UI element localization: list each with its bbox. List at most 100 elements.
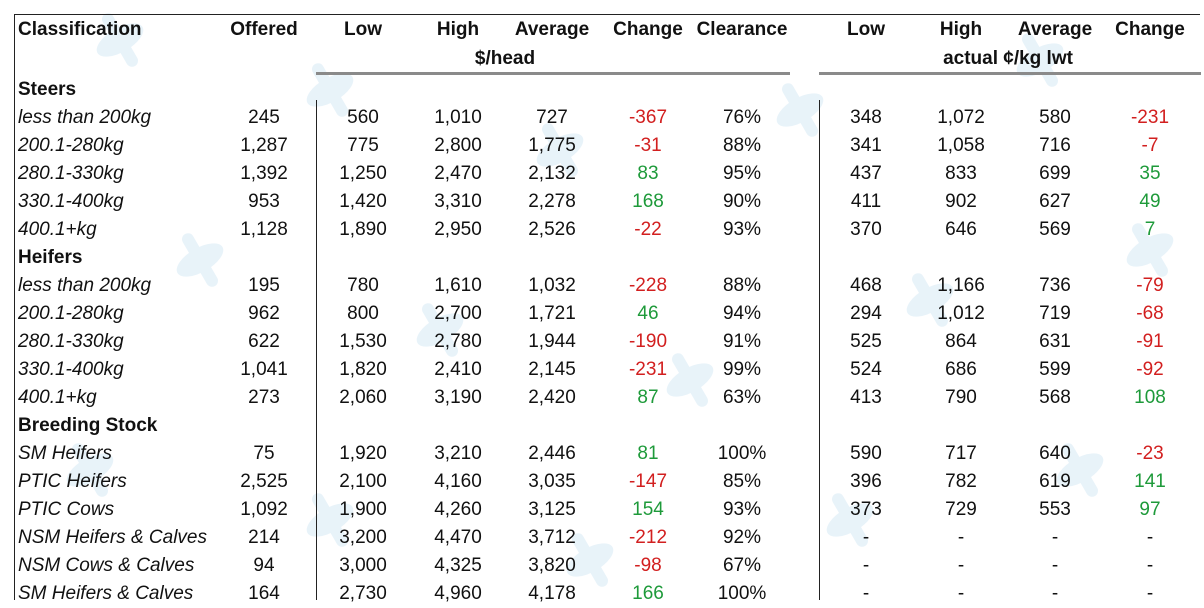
row-label: PTIC Cows: [18, 499, 115, 520]
cell-average: 4,178: [528, 583, 576, 604]
cell-average-kg: 580: [1039, 107, 1071, 128]
cell-low-kg: 294: [850, 303, 882, 324]
cell-clearance: 88%: [722, 275, 762, 296]
cell-average: 3,712: [528, 527, 576, 548]
cell-low-kg: 468: [850, 275, 882, 296]
row-label: PTIC Heifers: [18, 471, 127, 492]
cell-low-kg: -: [862, 555, 870, 576]
cell-offered: 273: [248, 387, 280, 408]
cell-change-kg: 97: [1139, 499, 1161, 520]
row-label: less than 200kg: [18, 107, 152, 128]
cell-change-kg: 7: [1144, 219, 1156, 240]
cell-change: -22: [634, 219, 662, 240]
cell-low: 1,420: [339, 191, 387, 212]
row-label: 330.1-400kg: [18, 359, 124, 380]
cell-clearance: 67%: [722, 555, 762, 576]
cell-change-kg: 35: [1139, 163, 1161, 184]
cell-change: 166: [632, 583, 664, 604]
cell-change: 46: [637, 303, 659, 324]
cell-clearance: 94%: [722, 303, 762, 324]
cell-average-kg: 569: [1039, 219, 1071, 240]
row-label: SM Heifers & Calves: [18, 583, 194, 604]
section-title: Breeding Stock: [18, 415, 158, 436]
cell-high-kg: 717: [945, 443, 977, 464]
cell-offered: 622: [248, 331, 280, 352]
cell-average-kg: 640: [1039, 443, 1071, 464]
cell-high: 2,950: [434, 219, 482, 240]
cell-change-kg: -91: [1136, 331, 1164, 352]
cell-change-kg: 141: [1134, 471, 1166, 492]
cell-low: 1,890: [339, 219, 387, 240]
cell-average-kg: 736: [1039, 275, 1071, 296]
cell-change: 168: [632, 191, 664, 212]
cell-change-kg: -92: [1136, 359, 1164, 380]
cell-average: 2,278: [528, 191, 576, 212]
cell-clearance: 91%: [722, 331, 762, 352]
cell-low: 1,250: [339, 163, 387, 184]
cell-change-kg: 108: [1134, 387, 1166, 408]
header-average: Average: [514, 19, 590, 40]
cell-change-kg: -7: [1141, 135, 1159, 156]
row-label: SM Heifers: [18, 443, 112, 464]
cell-low-kg: 437: [850, 163, 882, 184]
cell-clearance: 63%: [722, 387, 762, 408]
cell-high-kg: 833: [945, 163, 977, 184]
cell-average-kg: -: [1051, 583, 1059, 604]
cell-high-kg: 686: [945, 359, 977, 380]
cell-change: -98: [634, 555, 662, 576]
cell-clearance: 100%: [717, 583, 767, 604]
cell-change: -190: [628, 331, 668, 352]
cell-low-kg: 396: [850, 471, 882, 492]
cell-low: 780: [347, 275, 379, 296]
cell-low-kg: 348: [850, 107, 882, 128]
cell-change: -228: [628, 275, 668, 296]
cell-offered: 75: [253, 443, 275, 464]
header-low: Low: [344, 19, 382, 40]
cell-high-kg: 790: [945, 387, 977, 408]
cell-average-kg: 716: [1039, 135, 1071, 156]
cell-offered: 1,287: [240, 135, 288, 156]
cell-offered: 214: [248, 527, 280, 548]
column-separator-clearance: [819, 100, 820, 600]
cell-low: 3,200: [339, 527, 387, 548]
cell-high-kg: 1,012: [937, 303, 985, 324]
row-label: 200.1-280kg: [18, 135, 124, 156]
cell-high: 4,960: [434, 583, 482, 604]
cell-clearance: 95%: [722, 163, 762, 184]
header-high: High: [436, 19, 480, 40]
cell-high-kg: 864: [945, 331, 977, 352]
row-label: 400.1+kg: [18, 387, 97, 408]
cell-average: 3,035: [528, 471, 576, 492]
cell-low: 1,530: [339, 331, 387, 352]
cell-low-kg: 413: [850, 387, 882, 408]
cell-high-kg: 729: [945, 499, 977, 520]
cell-high-kg: -: [957, 555, 965, 576]
cell-clearance: 99%: [722, 359, 762, 380]
cell-offered: 1,128: [240, 219, 288, 240]
cell-change-kg: -23: [1136, 443, 1164, 464]
cell-high: 4,260: [434, 499, 482, 520]
cell-low-kg: 411: [850, 191, 882, 212]
cell-low: 775: [347, 135, 379, 156]
cell-average: 727: [536, 107, 568, 128]
cell-change-kg: -231: [1130, 107, 1170, 128]
cell-high: 4,160: [434, 471, 482, 492]
cell-average: 1,775: [528, 135, 576, 156]
header-change-kg: Change: [1115, 19, 1185, 40]
cell-offered: 195: [248, 275, 280, 296]
cell-high: 3,190: [434, 387, 482, 408]
cell-high-kg: -: [957, 527, 965, 548]
column-separator-label: [14, 100, 15, 600]
cell-offered: 1,092: [240, 499, 288, 520]
unit-underline-head: [316, 72, 790, 75]
cell-clearance: 88%: [722, 135, 762, 156]
cell-high: 2,410: [434, 359, 482, 380]
cell-high-kg: 902: [945, 191, 977, 212]
cell-clearance: 85%: [722, 471, 762, 492]
cell-average-kg: 627: [1039, 191, 1071, 212]
cell-average-kg: 568: [1039, 387, 1071, 408]
cell-change-kg: -68: [1136, 303, 1164, 324]
cell-change: -212: [628, 527, 668, 548]
cell-high: 3,210: [434, 443, 482, 464]
cell-change: -367: [628, 107, 668, 128]
